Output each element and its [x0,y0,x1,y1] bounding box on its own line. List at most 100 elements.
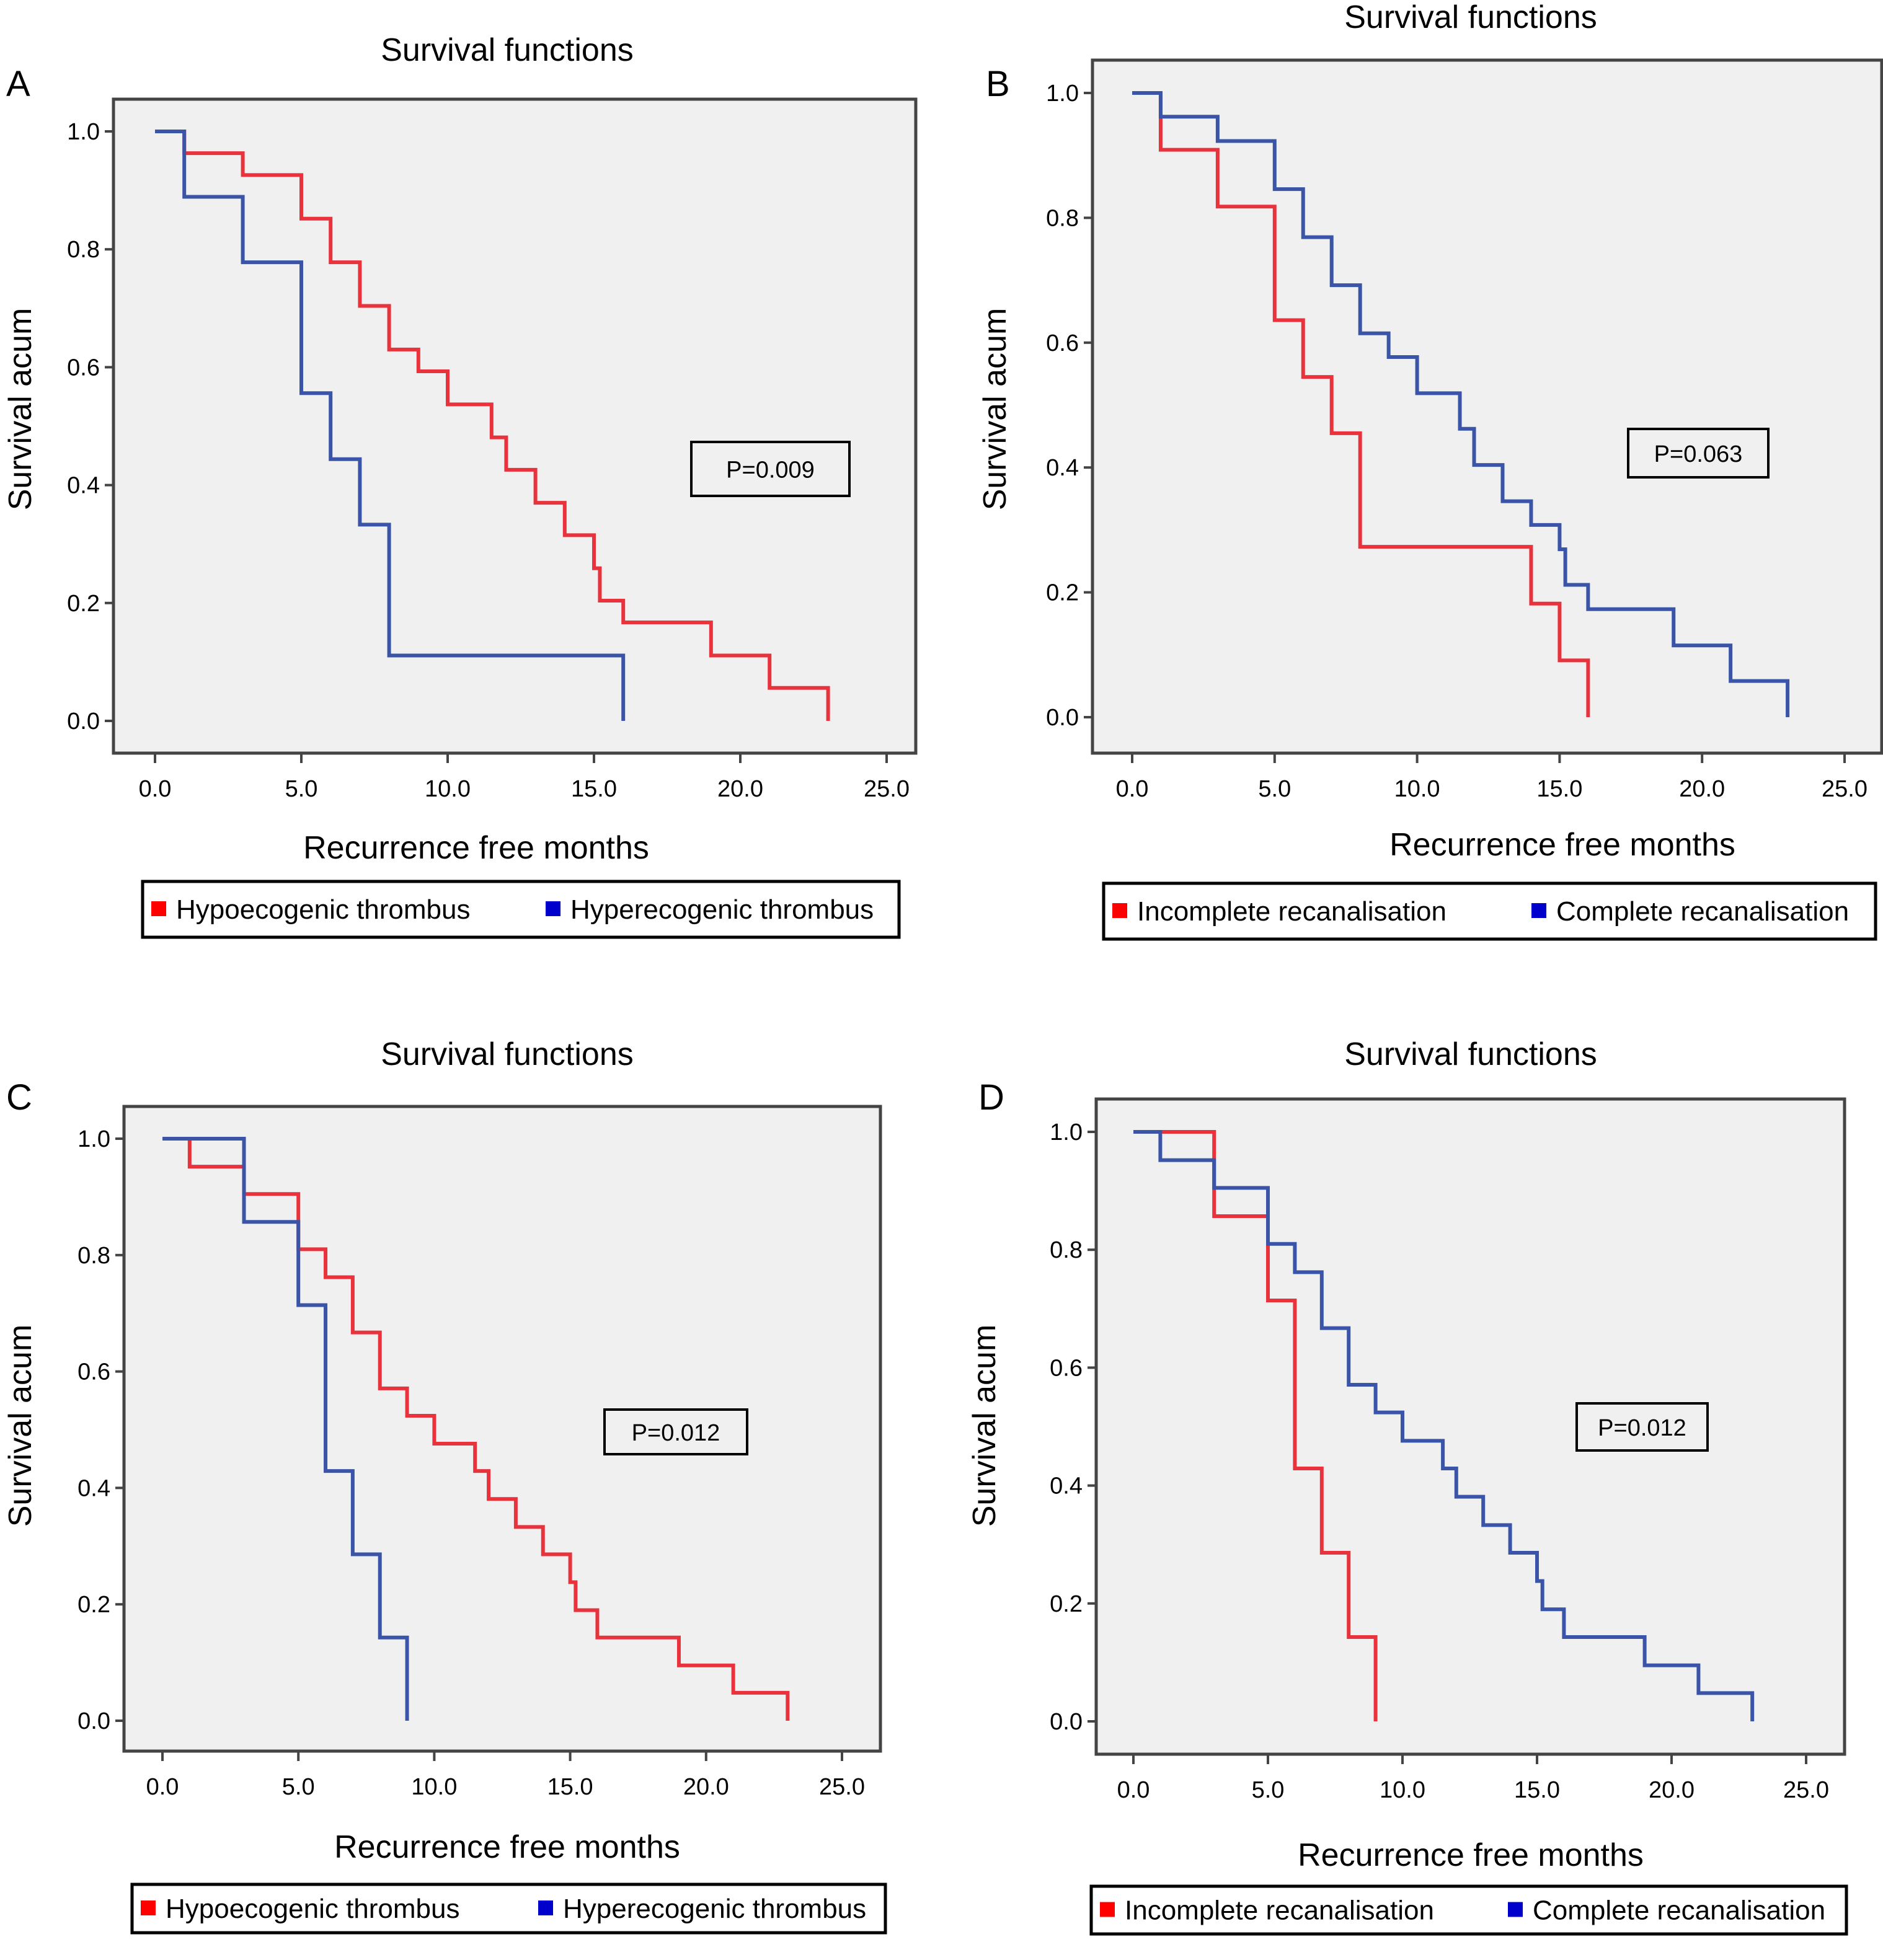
survival-curve-blue [1132,91,1790,717]
y-tick-label: 0.6 [1050,1355,1083,1381]
plot-area [1094,1097,1846,1756]
y-tick-label: 0.0 [67,709,100,735]
y-tick-label: 0.2 [67,591,100,617]
y-axis-label: Survival acum [967,1325,1003,1527]
x-tick-label: 10.0 [425,776,471,802]
p-value-text: P=0.012 [632,1420,720,1446]
y-tick-label: 0.8 [67,237,100,263]
x-tick-label: 20.0 [1649,1777,1695,1803]
x-tick-label: 20.0 [717,776,763,802]
y-axis-label: Survival acum [977,308,1013,511]
x-tick-label: 0.0 [1117,1777,1150,1803]
p-value-box [690,441,851,497]
legend: Hypoecogenic thrombus Hyperecogenic throm… [130,1883,887,1935]
x-tick-label: 25.0 [864,776,910,802]
x-tick-label: 25.0 [1783,1777,1829,1803]
y-tick-label: 0.8 [1046,205,1079,231]
x-axis-label: Recurrence free months [1389,827,1735,863]
x-tick-label: 10.0 [1394,776,1440,802]
panel-letter: B [986,64,1010,104]
p-value-annotation: P=0.009 [690,441,851,497]
legend-swatch-blue [1508,1902,1523,1917]
x-tick-label: 15.0 [1514,1777,1560,1803]
legend: Hypoecogenic thrombus Hyperecogenic throm… [141,880,901,939]
y-axis-label: Survival acum [2,1325,38,1527]
legend-box [1102,881,1877,941]
chart-title: Survival functions [381,32,634,68]
x-axis: 0.0 5.0 10.0 15.0 20.0 25.0 [139,752,910,802]
y-tick-label: 1.0 [1046,81,1079,107]
survival-curve-red [155,130,830,721]
chart-title: Survival functions [1344,1036,1597,1072]
y-axis: 0.0 0.2 0.4 0.6 0.8 1.0 [67,119,115,735]
legend-label: Complete recanalisation [1533,1896,1825,1926]
y-tick-label: 0.2 [1050,1591,1083,1617]
x-tick-label: 15.0 [571,776,617,802]
y-axis: 0.0 0.2 0.4 0.6 0.8 1.0 [1046,81,1094,731]
y-tick-label: 0.8 [78,1243,110,1269]
y-tick-label: 0.8 [1050,1237,1083,1263]
x-tick-label: 15.0 [547,1774,593,1800]
legend: Incomplete recanalisation Complete recana… [1102,881,1877,941]
p-value-box [1627,428,1770,479]
survival-curve-red [1132,91,1590,717]
legend-swatch-blue [1531,903,1546,918]
plot-area [1091,58,1883,755]
y-tick-label: 0.2 [78,1592,110,1618]
legend-label: Hyperecogenic thrombus [570,894,874,925]
y-tick-label: 0.4 [67,473,100,499]
legend-label: Hyperecogenic thrombus [563,1894,866,1924]
x-tick-label: 5.0 [282,1774,315,1800]
y-tick-label: 0.4 [1050,1473,1083,1499]
y-tick-label: 1.0 [78,1126,110,1152]
legend-label: Hypoecogenic thrombus [176,894,470,925]
p-value-box [603,1408,748,1455]
p-value-text: P=0.063 [1654,441,1743,467]
legend-swatch-red [141,1900,156,1915]
legend-label: Complete recanalisation [1556,896,1849,927]
x-tick-label: 25.0 [819,1774,865,1800]
panel-letter: C [6,1077,32,1118]
p-value-box [1575,1402,1709,1452]
legend-swatch-red [151,901,166,916]
x-tick-label: 0.0 [139,776,172,802]
survival-curve-blue [155,130,626,721]
x-tick-label: 5.0 [1258,776,1291,802]
legend-box [141,880,901,939]
legend-box [1089,1884,1848,1936]
p-value-text: P=0.009 [726,457,815,483]
y-tick-label: 0.4 [78,1475,110,1501]
x-tick-label: 0.0 [146,1774,179,1800]
y-tick-label: 0.0 [78,1708,110,1734]
p-value-annotation: P=0.012 [1575,1402,1709,1452]
x-axis-label: Recurrence free months [334,1829,680,1865]
y-tick-label: 0.2 [1046,580,1079,606]
x-tick-label: 20.0 [1679,776,1725,802]
p-value-annotation: P=0.063 [1627,428,1770,479]
x-axis-label: Recurrence free months [1298,1837,1644,1873]
y-tick-label: 0.0 [1046,705,1079,731]
y-axis: 0.0 0.2 0.4 0.6 0.8 1.0 [78,1126,125,1734]
legend-box [130,1883,887,1935]
x-axis: 0.0 5.0 10.0 15.0 20.0 25.0 [1116,752,1867,802]
legend-swatch-blue [546,901,560,916]
x-axis: 0.0 5.0 10.0 15.0 20.0 25.0 [1117,1753,1829,1803]
y-tick-label: 0.0 [1050,1709,1083,1735]
plot-area [122,1105,882,1753]
panel-letter: A [6,64,30,104]
x-tick-label: 25.0 [1822,776,1867,802]
y-tick-label: 1.0 [67,119,100,145]
legend-label: Incomplete recanalisation [1137,896,1447,927]
legend-label: Hypoecogenic thrombus [166,1894,459,1924]
survival-curve-blue [1133,1130,1755,1721]
x-tick-label: 10.0 [411,1774,457,1800]
y-tick-label: 0.6 [1046,330,1079,356]
y-tick-label: 1.0 [1050,1119,1083,1146]
x-tick-label: 20.0 [683,1774,729,1800]
legend: Incomplete recanalisation Complete recana… [1089,1884,1848,1936]
